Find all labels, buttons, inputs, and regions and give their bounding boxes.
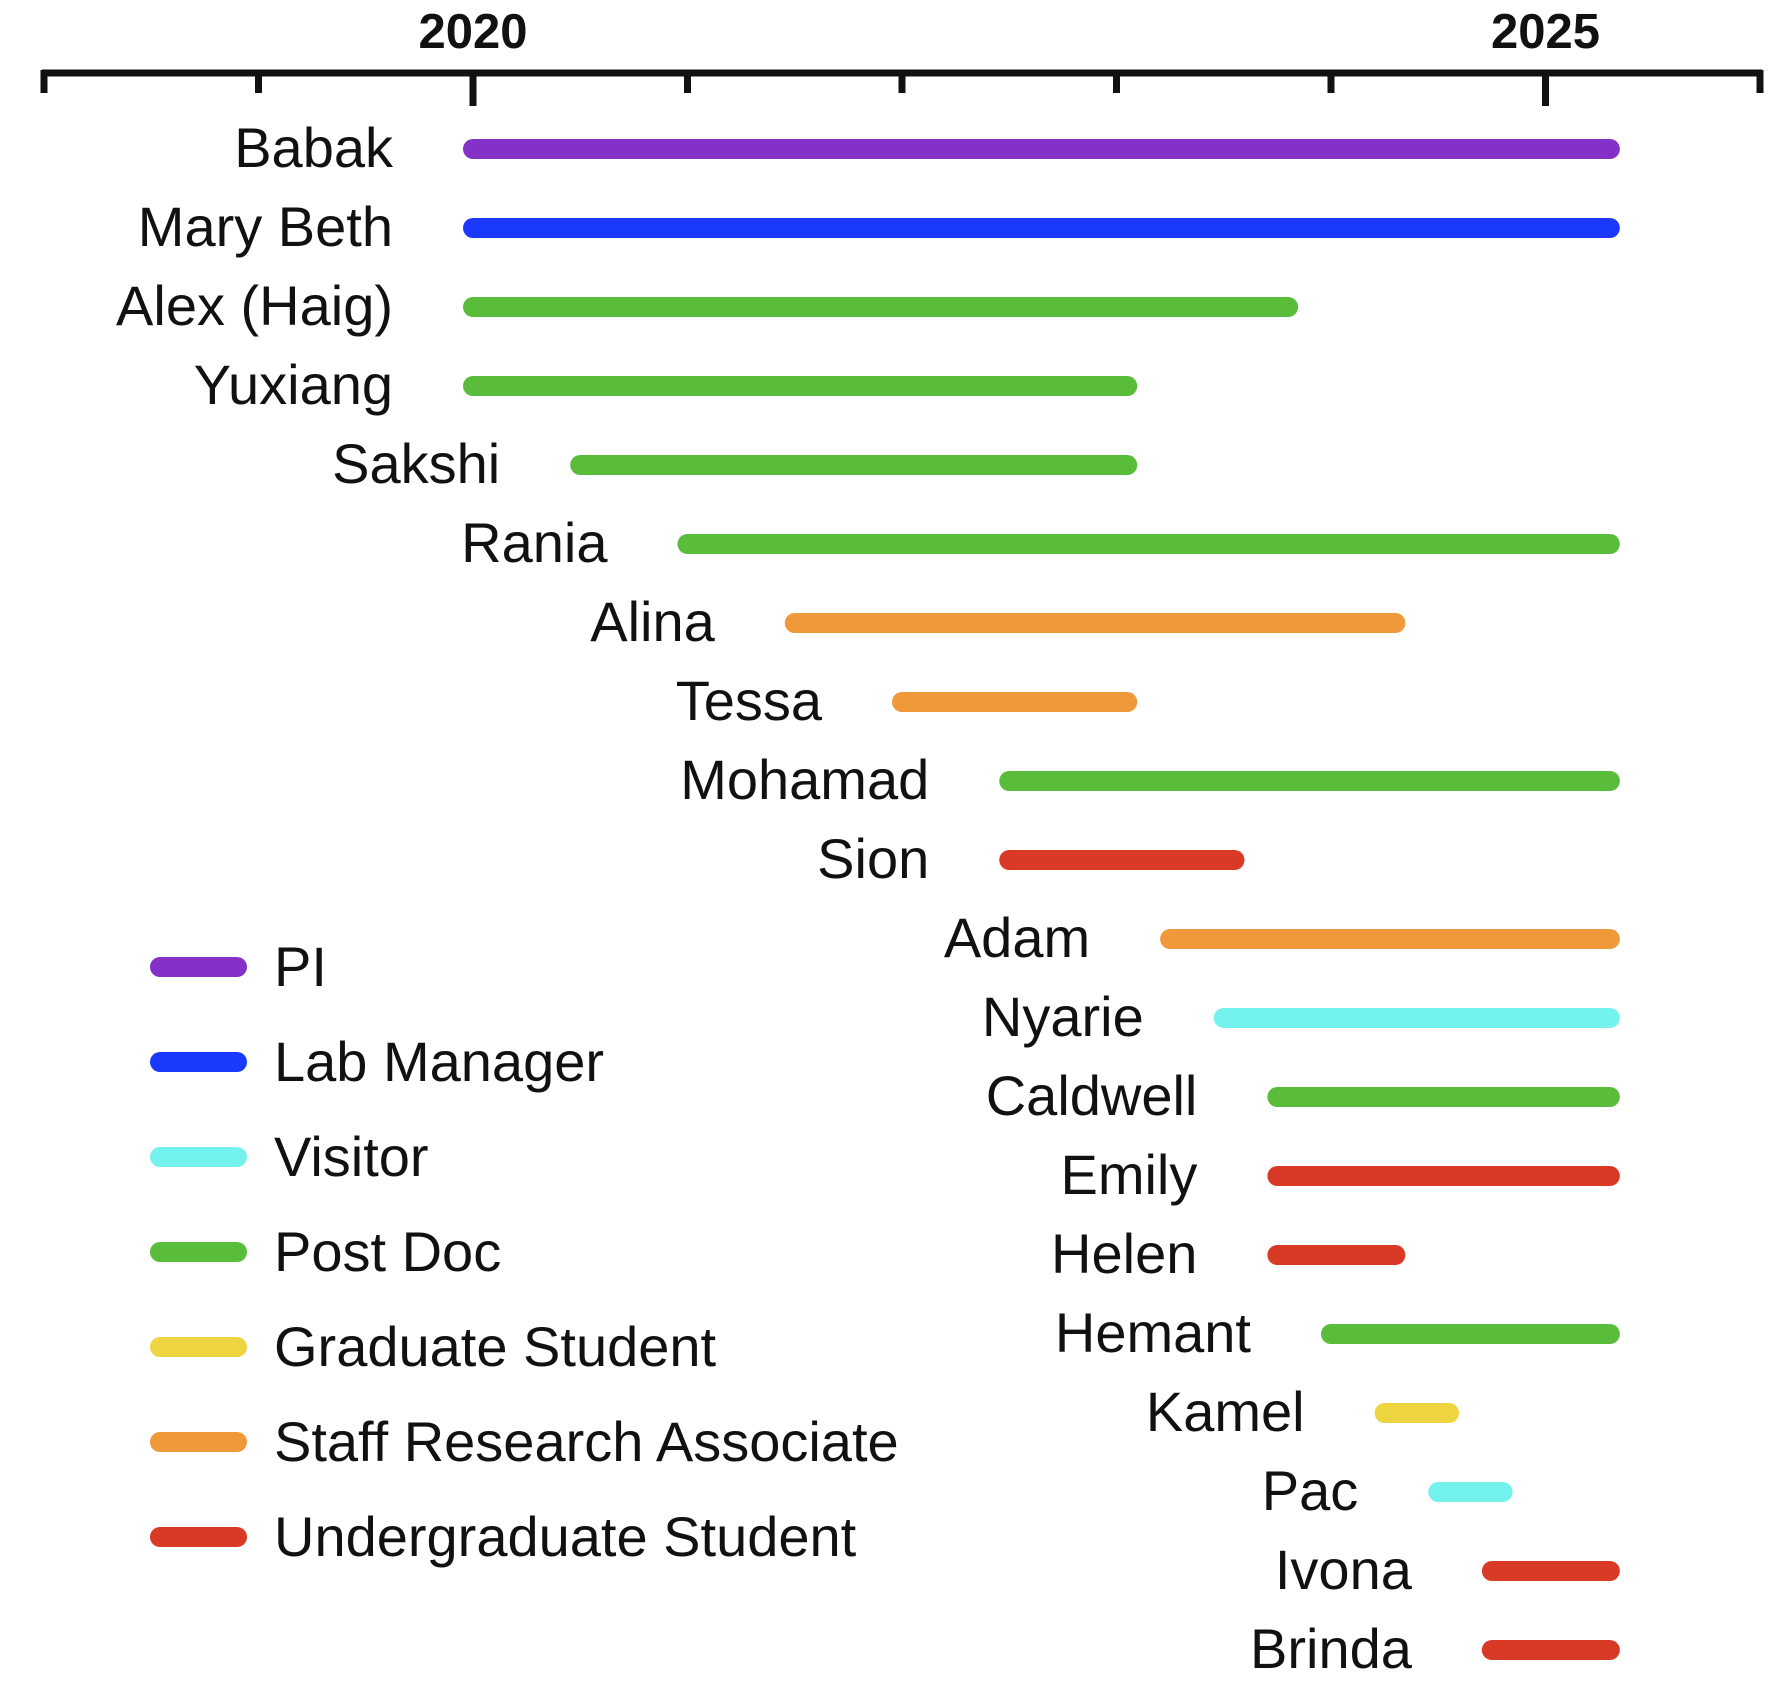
person-label: Brinda bbox=[1250, 1617, 1413, 1680]
person-labels: Babak Mary Beth Alex (Haig) Yuxiang Sakshi Ra… bbox=[116, 116, 1413, 1680]
person-label: Hemant bbox=[1055, 1301, 1252, 1364]
timeline-bars bbox=[463, 139, 1620, 1660]
legend-label: Post Doc bbox=[274, 1220, 501, 1283]
person-label: Yuxiang bbox=[194, 353, 393, 416]
person-label: Emily bbox=[1060, 1143, 1197, 1206]
person-label: Sakshi bbox=[332, 432, 500, 495]
legend-label: Lab Manager bbox=[274, 1030, 604, 1093]
person-label: Ivona bbox=[1275, 1538, 1413, 1601]
legend-label: Staff Research Associate bbox=[274, 1410, 899, 1473]
person-label: Rania bbox=[461, 511, 608, 574]
legend-label: PI bbox=[274, 935, 327, 998]
person-label: Nyarie bbox=[982, 985, 1144, 1048]
person-label: Alex (Haig) bbox=[116, 274, 393, 337]
person-label: Adam bbox=[944, 906, 1090, 969]
person-label: Babak bbox=[234, 116, 394, 179]
person-label: Sion bbox=[817, 827, 929, 890]
legend-label: Graduate Student bbox=[274, 1315, 717, 1378]
x-tick-label: 2020 bbox=[418, 5, 527, 59]
person-label: Kamel bbox=[1146, 1380, 1305, 1443]
person-label: Caldwell bbox=[986, 1064, 1198, 1127]
x-axis: 2020 2025 bbox=[40, 5, 1764, 106]
person-label: Tessa bbox=[676, 669, 823, 732]
person-label: Alina bbox=[590, 590, 715, 653]
person-label: Mary Beth bbox=[138, 195, 393, 258]
legend-label: Visitor bbox=[274, 1125, 429, 1188]
x-tick-label: 2025 bbox=[1491, 5, 1600, 59]
person-label: Helen bbox=[1051, 1222, 1197, 1285]
person-label: Pac bbox=[1262, 1459, 1359, 1522]
legend-label: Undergraduate Student bbox=[274, 1505, 857, 1568]
legend: PI Lab Manager Visitor Post Doc Graduate Stu… bbox=[150, 935, 899, 1568]
person-label: Mohamad bbox=[680, 748, 929, 811]
